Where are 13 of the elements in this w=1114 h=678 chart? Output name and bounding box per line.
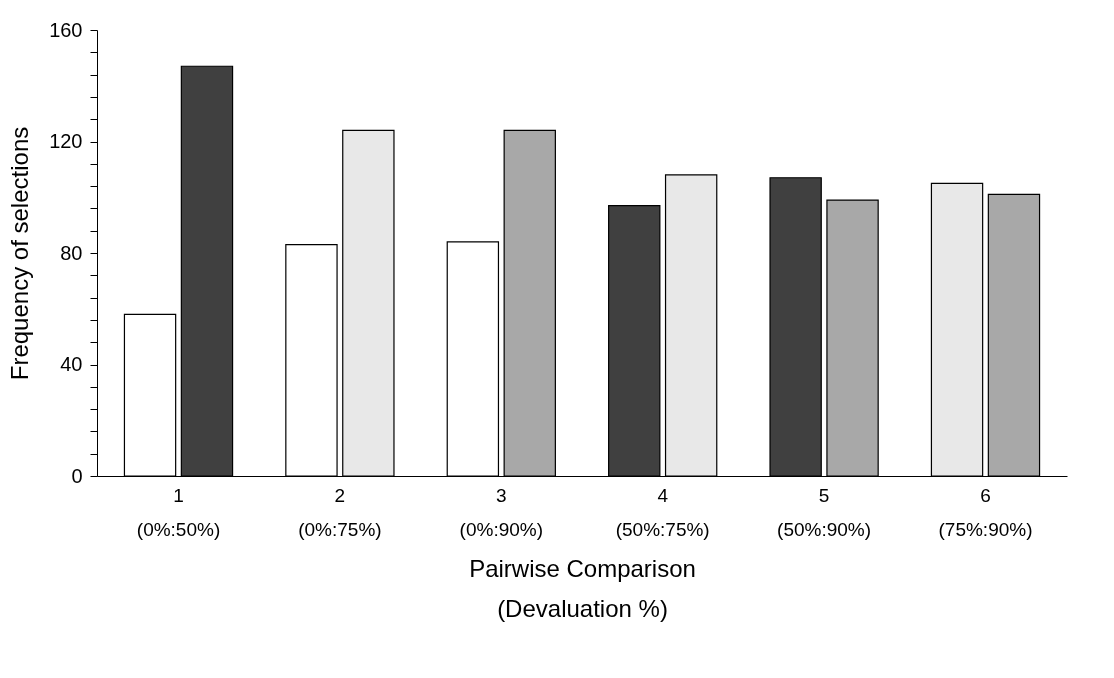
- y-tick-label: 160: [49, 18, 83, 41]
- x-tick-label: 3 (0%:90%): [459, 484, 544, 540]
- x-tick-label: 5 (50%:90%): [777, 484, 872, 540]
- x-axis-title: Pairwise Comparison (Devaluation %): [469, 554, 696, 622]
- y-axis-title: Frequency of selections: [6, 126, 34, 381]
- y-tick-label: 40: [60, 353, 83, 375]
- y-tick-label: 120: [49, 130, 83, 152]
- y-tick-label: 0: [71, 464, 83, 487]
- x-tick-label: 1 (0%:50%): [136, 484, 221, 540]
- x-tick-label: 4 (50%:75%): [615, 484, 710, 540]
- x-tick-label: 2 (0%:75%): [298, 484, 382, 540]
- y-tick-label: 80: [60, 241, 83, 264]
- x-tick-label: 6 (75%:90%): [938, 484, 1033, 540]
